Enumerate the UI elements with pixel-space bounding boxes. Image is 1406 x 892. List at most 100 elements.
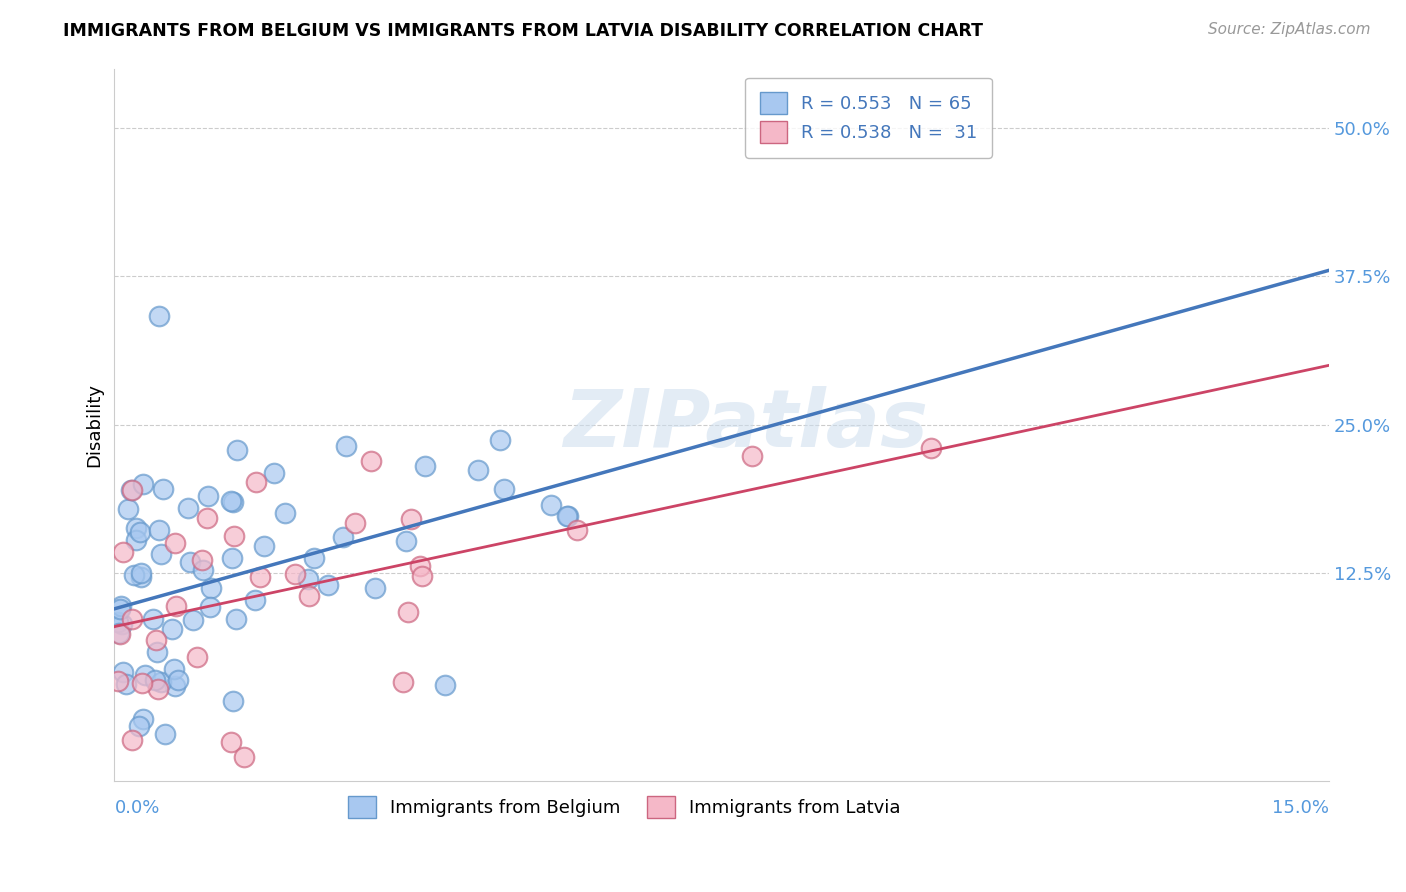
Point	[108, 626, 131, 640]
Point	[131, 477, 153, 491]
Point	[132, 712, 155, 726]
Point	[467, 463, 489, 477]
Point	[121, 733, 143, 747]
Point	[225, 612, 247, 626]
Point	[284, 566, 307, 581]
Point	[176, 500, 198, 515]
Point	[415, 459, 437, 474]
Point	[409, 559, 432, 574]
Text: IMMIGRANTS FROM BELGIUM VS IMMIGRANTS FROM LATVIA DISABILITY CORRELATION CHART: IMMIGRANTS FROM BELGIUM VS IMMIGRANTS FR…	[63, 22, 983, 40]
Point	[160, 622, 183, 636]
Point	[298, 589, 321, 603]
Point	[186, 650, 208, 665]
Point	[150, 675, 173, 690]
Point	[111, 545, 134, 559]
Point	[335, 439, 357, 453]
Point	[112, 665, 135, 679]
Point	[565, 524, 588, 538]
Point	[399, 512, 422, 526]
Point	[233, 750, 256, 764]
Point	[179, 555, 201, 569]
Point	[148, 681, 170, 696]
Point	[167, 673, 190, 688]
Legend: Immigrants from Belgium, Immigrants from Latvia: Immigrants from Belgium, Immigrants from…	[342, 789, 908, 825]
Point	[555, 508, 578, 523]
Point	[162, 662, 184, 676]
Point	[411, 568, 433, 582]
Point	[195, 511, 218, 525]
Point	[150, 547, 173, 561]
Point	[108, 627, 131, 641]
Point	[191, 553, 214, 567]
Point	[145, 633, 167, 648]
Point	[122, 568, 145, 582]
Point	[488, 433, 510, 447]
Y-axis label: Disability: Disability	[86, 383, 103, 467]
Point	[274, 506, 297, 520]
Point	[263, 466, 285, 480]
Point	[121, 612, 143, 626]
Point	[396, 605, 419, 619]
Point	[120, 483, 142, 497]
Point	[110, 601, 132, 615]
Point	[433, 678, 456, 692]
Point	[163, 535, 186, 549]
Point	[181, 613, 204, 627]
Point	[205, 794, 228, 808]
Point	[191, 563, 214, 577]
Point	[221, 495, 243, 509]
Point	[226, 443, 249, 458]
Point	[165, 679, 187, 693]
Point	[332, 530, 354, 544]
Point	[540, 498, 562, 512]
Point	[107, 674, 129, 689]
Point	[115, 677, 138, 691]
Text: 15.0%: 15.0%	[1272, 799, 1329, 817]
Point	[395, 534, 418, 549]
Point	[148, 523, 170, 537]
Point	[920, 441, 942, 455]
Point	[557, 509, 579, 524]
Point	[197, 489, 219, 503]
Point	[134, 668, 156, 682]
Text: ZIPatlas: ZIPatlas	[564, 385, 928, 464]
Point	[392, 675, 415, 690]
Point	[302, 551, 325, 566]
Point	[146, 645, 169, 659]
Point	[129, 525, 152, 540]
Point	[152, 483, 174, 497]
Point	[142, 612, 165, 626]
Point	[121, 483, 143, 497]
Point	[222, 694, 245, 708]
Point	[131, 676, 153, 690]
Point	[343, 516, 366, 531]
Point	[221, 551, 243, 566]
Point	[494, 482, 516, 496]
Point	[110, 599, 132, 613]
Point	[117, 501, 139, 516]
Point	[165, 599, 187, 614]
Point	[243, 593, 266, 607]
Point	[364, 581, 387, 595]
Point	[318, 577, 340, 591]
Point	[221, 735, 243, 749]
Point	[129, 570, 152, 584]
Point	[155, 727, 177, 741]
Point	[128, 719, 150, 733]
Point	[253, 539, 276, 553]
Point	[360, 454, 382, 468]
Point	[222, 528, 245, 542]
Point	[219, 494, 242, 508]
Point	[249, 569, 271, 583]
Point	[145, 673, 167, 687]
Point	[125, 521, 148, 535]
Point	[107, 615, 129, 630]
Point	[741, 449, 763, 463]
Point	[111, 616, 134, 631]
Point	[198, 599, 221, 614]
Point	[129, 566, 152, 580]
Point	[148, 309, 170, 323]
Point	[200, 581, 222, 595]
Text: Source: ZipAtlas.com: Source: ZipAtlas.com	[1208, 22, 1371, 37]
Point	[297, 572, 319, 586]
